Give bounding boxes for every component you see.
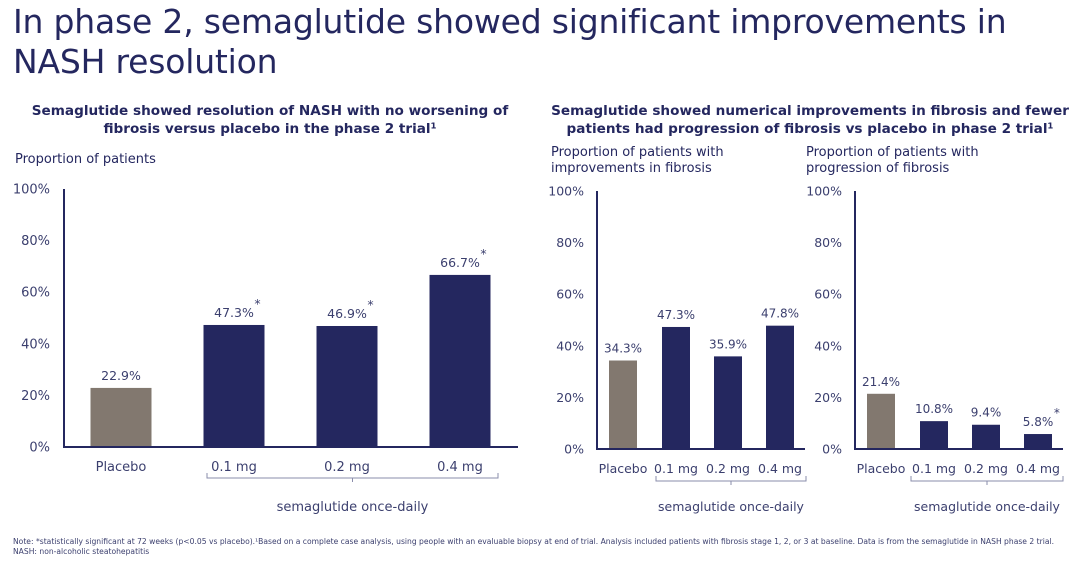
bar-dose: [920, 421, 948, 449]
bar-dose: [429, 274, 491, 447]
y-tick-label: 80%: [556, 235, 584, 250]
bar-dose: [203, 324, 265, 447]
bar-dose: [1024, 434, 1052, 449]
bar-dose: [972, 424, 1000, 449]
significance-asterisk: *: [480, 246, 486, 261]
data-label: 9.4%: [971, 406, 1002, 420]
data-label: 47.8%: [761, 307, 799, 321]
middle-chart-y-axis-label-line1: Proportion of patients with: [551, 145, 724, 160]
x-category-label: 0.4 mg: [758, 461, 802, 476]
y-tick-label: 0%: [29, 441, 50, 456]
x-category-label: 0.1 mg: [912, 461, 956, 476]
x-category-label: Placebo: [96, 460, 147, 475]
y-tick-label: 40%: [21, 337, 50, 352]
y-tick-label: 100%: [13, 183, 50, 198]
left-chart-y-axis-label: Proportion of patients: [15, 152, 156, 167]
group-bracket: [655, 476, 807, 485]
x-category-label: 0.2 mg: [324, 460, 370, 475]
x-category-label: Placebo: [857, 461, 906, 476]
y-tick-label: 60%: [556, 287, 584, 302]
y-tick-label: 80%: [21, 234, 50, 249]
fibrosis-improvement-chart: 0% 20% 40% 60% 80% 100% 34.3% Placebo 47.3% 0.1 m…: [548, 184, 807, 514]
y-tick-label: 0%: [822, 442, 842, 457]
right-chart-y-axis-label-line1: Proportion of patients with: [806, 145, 979, 160]
data-label: 66.7%: [440, 255, 480, 270]
nash-resolution-chart: 0%20%40%60%80%100%22.9%Placebo47.3%*0.1 …: [13, 183, 518, 515]
y-tick-label: 40%: [814, 338, 842, 353]
group-label: semaglutide once-daily: [277, 500, 429, 515]
bar-placebo: [90, 387, 152, 447]
right-chart-y-axis-label-line2: progression of fibrosis: [806, 161, 950, 176]
data-label: 21.4%: [862, 375, 900, 389]
y-tick-label: 100%: [548, 184, 584, 199]
left-chart-subhead: Semaglutide showed resolution of NASH wi…: [31, 103, 509, 137]
x-category-label: 0.2 mg: [706, 461, 750, 476]
significance-asterisk: *: [254, 296, 260, 311]
group-label: semaglutide once-daily: [658, 499, 805, 514]
y-tick-label: 100%: [806, 184, 842, 199]
bar-dose: [714, 356, 742, 449]
data-label: 34.3%: [604, 342, 642, 356]
right-charts-subhead: Semaglutide showed numerical improvement…: [551, 103, 1069, 137]
significance-asterisk: *: [1054, 406, 1060, 420]
significance-asterisk: *: [367, 297, 373, 312]
x-category-label: 0.4 mg: [437, 460, 483, 475]
y-tick-label: 20%: [556, 390, 584, 405]
data-label: 35.9%: [709, 337, 747, 351]
footnote: Note: *statistically significant at 72 w…: [13, 537, 1063, 556]
data-label: 10.8%: [915, 402, 953, 416]
x-category-label: Placebo: [599, 461, 648, 476]
page-title: In phase 2, semaglutide showed significa…: [13, 2, 1007, 81]
y-tick-label: 20%: [814, 390, 842, 405]
footnote-note: Note: *statistically significant at 72 w…: [13, 537, 1055, 546]
bar-placebo: [609, 360, 637, 449]
x-category-label: 0.2 mg: [964, 461, 1008, 476]
x-category-label: 0.4 mg: [1016, 461, 1060, 476]
y-tick-label: 20%: [21, 389, 50, 404]
bar-dose: [316, 325, 378, 447]
x-category-label: 0.1 mg: [211, 460, 257, 475]
y-tick-label: 0%: [564, 442, 584, 457]
data-label: 22.9%: [101, 368, 141, 383]
data-label: 5.8%: [1023, 415, 1054, 429]
x-category-label: 0.1 mg: [654, 461, 698, 476]
group-label: semaglutide once-daily: [914, 499, 1061, 514]
middle-chart-y-axis-label: Proportion of patients with improvements…: [551, 145, 724, 177]
right-chart-y-axis-label: Proportion of patients with progression …: [806, 145, 979, 177]
group-bracket: [206, 473, 499, 482]
fibrosis-progression-chart: 0% 20% 40% 60% 80% 100% 21.4% Placebo 10.8% 0.1 m…: [806, 184, 1064, 514]
y-tick-label: 80%: [814, 235, 842, 250]
footnote-abbreviation: NASH: non-alcoholic steatohepatitis: [13, 546, 150, 556]
group-bracket: [910, 476, 1064, 485]
middle-chart-y-axis-label-line2: improvements in fibrosis: [551, 161, 712, 176]
data-label: 47.3%: [214, 305, 254, 320]
y-tick-label: 60%: [814, 287, 842, 302]
bar-placebo: [867, 393, 895, 449]
y-tick-label: 40%: [556, 338, 584, 353]
data-label: 47.3%: [657, 308, 695, 322]
bar-dose: [766, 325, 794, 449]
bar-dose: [662, 326, 690, 449]
y-tick-label: 60%: [21, 286, 50, 301]
data-label: 46.9%: [327, 306, 367, 321]
